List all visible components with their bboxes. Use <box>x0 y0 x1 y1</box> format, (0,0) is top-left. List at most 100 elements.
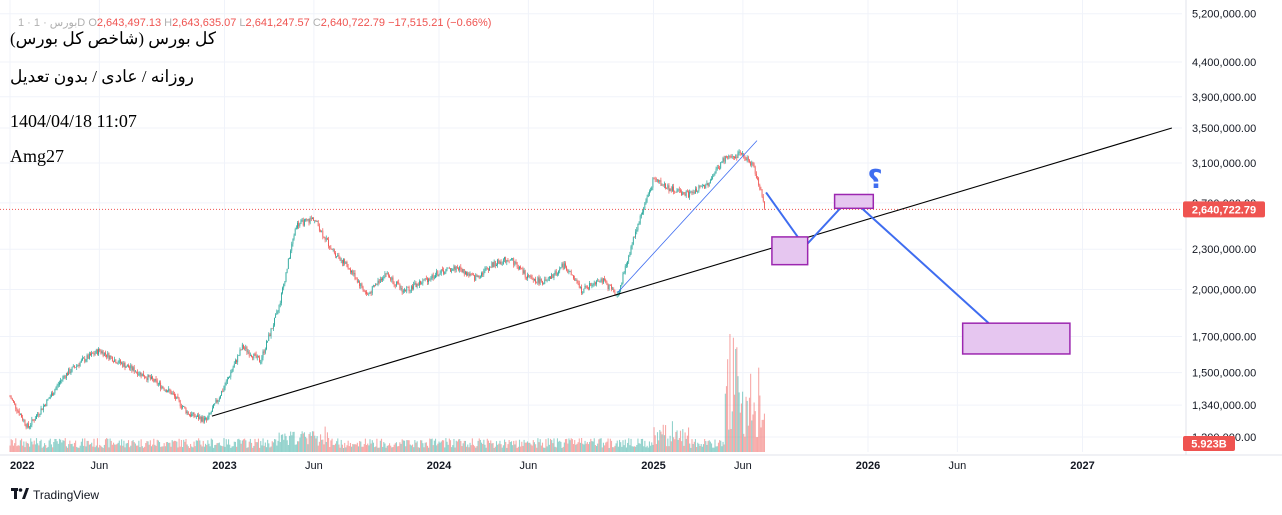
candle-body <box>468 273 470 276</box>
candle-body <box>739 151 741 153</box>
volume-bar <box>676 430 678 452</box>
volume-bar <box>468 447 470 452</box>
candle-body <box>511 258 512 260</box>
candle-body <box>290 250 291 259</box>
candle-body <box>286 268 288 273</box>
volume-bar <box>65 446 67 452</box>
volume-bar <box>675 431 677 452</box>
candle-body <box>438 274 440 276</box>
candle-body <box>339 257 341 261</box>
candle-body <box>469 274 471 276</box>
volume-bar <box>379 440 381 452</box>
volume-bar <box>91 442 93 452</box>
candle-body <box>323 236 325 238</box>
candle-body <box>172 393 174 395</box>
candle-body <box>696 188 697 192</box>
candle-body <box>128 365 129 368</box>
volume-bar <box>276 445 278 452</box>
ohlc-legend[interactable]: 1 · بورس · 1D O2,643,497.13 H2,643,635.0… <box>18 16 491 29</box>
volume-bar <box>138 440 140 452</box>
volume-bar <box>367 443 369 452</box>
candle-body <box>233 363 235 368</box>
volume-bar <box>104 439 107 452</box>
volume-bar <box>623 445 625 452</box>
candle-body <box>744 156 746 160</box>
candle-body <box>302 219 304 226</box>
candle-body <box>691 191 693 193</box>
candle-body <box>154 378 156 382</box>
candle-body <box>332 249 334 251</box>
candle-body <box>247 351 249 353</box>
volume-bar <box>421 440 423 452</box>
volume-bar <box>168 442 170 452</box>
y-tick-label: 1,500,000.00 <box>1192 368 1256 380</box>
volume-bar <box>424 442 426 452</box>
volume-bar <box>309 432 311 452</box>
volume-bar <box>11 440 13 452</box>
candle-body <box>506 260 508 263</box>
volume-bar <box>724 393 726 452</box>
candle-body <box>19 414 21 415</box>
candle-body <box>498 259 500 264</box>
candle-body <box>226 378 228 382</box>
candle-body <box>557 273 558 275</box>
volume-bar <box>171 440 173 452</box>
volume-bar <box>446 441 448 452</box>
volume-bar <box>200 444 202 452</box>
volume-bar <box>206 445 208 452</box>
candle-body <box>125 366 127 368</box>
candle-body <box>258 355 259 358</box>
candle-body <box>405 289 406 292</box>
chart-title: (کل بورس (شاخص کل بورس <box>10 29 216 48</box>
volume-bar <box>131 441 133 452</box>
candle-body <box>137 372 139 376</box>
candle-body <box>404 289 405 291</box>
candle-body <box>382 278 383 281</box>
volume-bar <box>191 446 193 452</box>
candle-body <box>390 277 392 280</box>
candle-body <box>452 268 454 271</box>
candle-body <box>391 277 393 280</box>
candle-body <box>575 279 577 281</box>
candle-body <box>723 158 725 162</box>
volume-bar <box>513 440 515 452</box>
volume-bar <box>116 443 118 452</box>
candle-body <box>561 263 563 268</box>
volume-bar <box>398 446 400 452</box>
volume-bar <box>275 439 277 452</box>
candle-body <box>14 401 15 404</box>
volume-bar <box>512 445 514 452</box>
volume-bar <box>214 445 216 452</box>
volume-bar <box>318 441 320 452</box>
candle-body <box>461 269 463 273</box>
volume-bar <box>753 402 755 452</box>
candle-body <box>435 275 436 278</box>
candle-body <box>118 359 120 363</box>
volume-bar <box>567 443 569 452</box>
volume-bar <box>282 434 284 452</box>
candle-body <box>274 317 275 326</box>
volume-bar <box>394 443 396 452</box>
target-zones[interactable] <box>771 193 1071 355</box>
tradingview-logo[interactable]: TradingView <box>11 488 99 502</box>
volume-bar <box>94 447 96 452</box>
candle-body <box>90 353 91 356</box>
close-value: 2,640,722.79 <box>320 17 386 29</box>
volume-bar <box>746 400 748 452</box>
volume-bar <box>423 447 425 452</box>
time-axis[interactable]: 2022 Jun 2023 Jun 2024 Jun 2025 Jun 2026 Jun 2027 <box>0 454 1282 472</box>
volume-bar <box>683 445 685 452</box>
candle-body <box>547 278 549 280</box>
candle-body <box>583 288 585 293</box>
volume-bar <box>482 444 484 452</box>
candle-body <box>423 279 425 281</box>
candle-body <box>473 274 474 276</box>
candle-body <box>505 257 507 263</box>
candle-body <box>170 390 172 395</box>
price-axis[interactable]: 5,200,000.00 4,400,000.00 3,900,000.00 3,50… <box>1183 0 1265 455</box>
volume-bar <box>363 444 365 452</box>
volume-bar <box>594 445 596 452</box>
candle-body <box>546 279 548 281</box>
volume-bar <box>307 444 309 452</box>
